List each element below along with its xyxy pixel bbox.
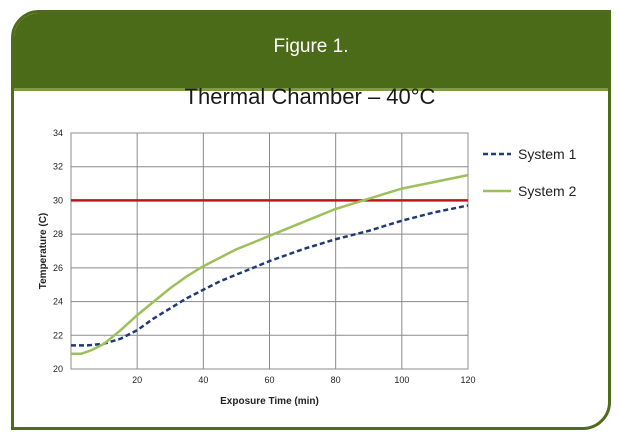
- y-tick-label: 28: [53, 229, 63, 239]
- series-line-1: [71, 204, 469, 347]
- y-axis-title: Temperature (C): [38, 213, 49, 290]
- y-tick-label: 26: [53, 263, 63, 273]
- x-tick-label: 80: [331, 375, 341, 385]
- y-tick-label: 24: [53, 297, 63, 307]
- x-tick-label: 60: [264, 375, 274, 385]
- legend-label-1: System 1: [518, 146, 577, 162]
- y-tick-label: 20: [53, 364, 63, 374]
- legend-label-2: System 2: [518, 183, 577, 199]
- x-tick-label: 20: [132, 375, 142, 385]
- y-tick-label: 30: [53, 195, 63, 205]
- x-tick-label: 40: [198, 375, 208, 385]
- y-tick-label: 32: [53, 162, 63, 172]
- y-tick-label: 34: [53, 128, 63, 138]
- figure-label: Figure 1.: [273, 36, 349, 57]
- x-tick-label: 120: [460, 375, 475, 385]
- figure-header: Figure 1.: [14, 13, 608, 91]
- x-axis-title: Exposure Time (min): [220, 396, 319, 407]
- x-tick-label: 100: [394, 375, 409, 385]
- series-line-2: [71, 173, 469, 356]
- y-tick-label: 22: [53, 330, 63, 340]
- chart-title: Thermal Chamber – 40°C: [184, 84, 436, 109]
